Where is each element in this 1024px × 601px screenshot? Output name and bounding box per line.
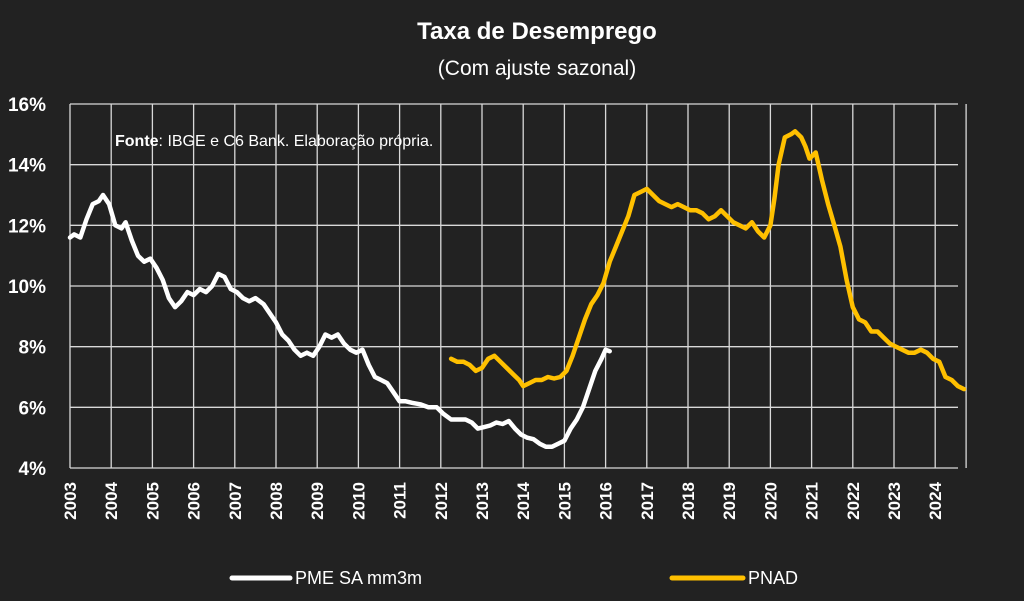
- chart-title: Taxa de Desemprego: [417, 18, 657, 45]
- y-tick-label: 4%: [19, 459, 47, 480]
- series-line-0: [67, 192, 612, 450]
- source-note: Fonte: IBGE e C6 Bank. Elaboração própri…: [115, 133, 433, 150]
- x-tick-label: 2024: [926, 481, 945, 519]
- y-tick-label: 14%: [8, 156, 46, 177]
- x-tick-label: 2006: [185, 482, 204, 520]
- x-tick-label: 2021: [803, 482, 822, 520]
- source-label: Fonte: [115, 133, 159, 150]
- source-text: : IBGE e C6 Bank. Elaboração própria.: [159, 133, 434, 150]
- y-axis-ticks: 4% 6% 8% 10% 12% 14% 16%: [8, 95, 46, 480]
- x-tick-label: 2017: [638, 482, 657, 520]
- x-tick-label: 2003: [61, 482, 80, 520]
- legend: PME SA mm3m PNAD: [229, 568, 798, 588]
- x-tick-label: 2011: [391, 482, 410, 519]
- y-tick-label: 8%: [19, 338, 47, 359]
- x-tick-label: 2015: [555, 482, 574, 520]
- x-tick-label: 2020: [761, 482, 780, 520]
- x-tick-label: 2014: [514, 481, 533, 519]
- legend-label-1: PNAD: [748, 568, 798, 588]
- x-tick-label: 2010: [349, 482, 368, 520]
- x-tick-label: 2012: [432, 482, 451, 520]
- x-tick-label: 2004: [102, 481, 121, 519]
- x-tick-label: 2005: [143, 482, 162, 520]
- y-tick-label: 12%: [8, 216, 46, 237]
- chart-subtitle: (Com ajuste sazonal): [438, 57, 636, 80]
- grid: [69, 103, 967, 469]
- series-lines: [67, 129, 967, 450]
- legend-label-0: PME SA mm3m: [295, 568, 422, 588]
- y-tick-label: 6%: [19, 398, 47, 419]
- x-axis-ticks: 2003 2004 2005 2006 2007 2008 2009 2010 2011 2012…: [61, 481, 945, 519]
- y-tick-label: 16%: [8, 95, 46, 116]
- x-tick-label: 2019: [720, 482, 739, 520]
- y-tick-label: 10%: [8, 277, 46, 298]
- x-tick-label: 2008: [267, 482, 286, 520]
- x-tick-label: 2016: [597, 482, 616, 520]
- series-line-1: [448, 129, 967, 392]
- x-tick-label: 2018: [679, 482, 698, 520]
- x-tick-label: 2007: [226, 482, 245, 520]
- x-tick-label: 2009: [308, 482, 327, 520]
- x-tick-label: 2013: [473, 482, 492, 520]
- x-tick-label: 2022: [844, 482, 863, 520]
- x-tick-label: 2023: [885, 482, 904, 520]
